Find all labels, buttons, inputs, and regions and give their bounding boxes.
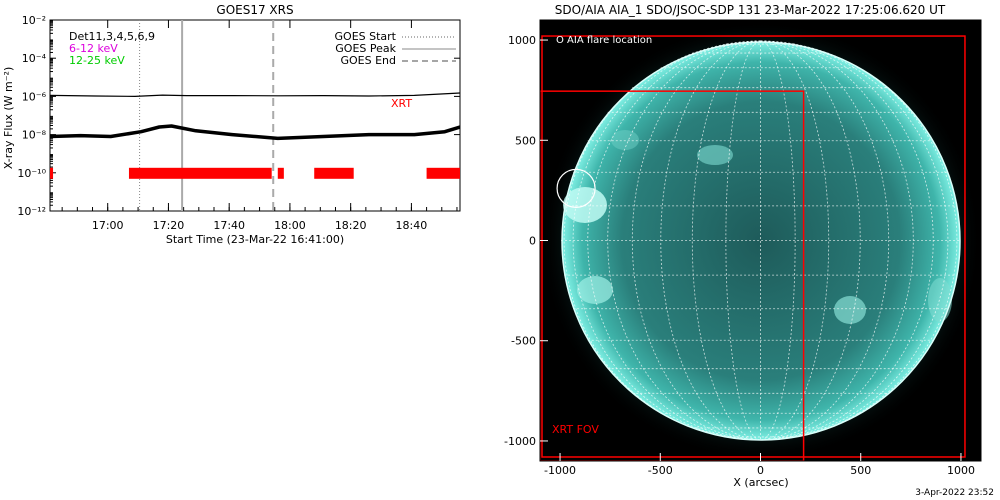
xrt-coverage-bars xyxy=(50,167,460,179)
longitude-line xyxy=(572,40,761,441)
goes-x-tick-label: 17:20 xyxy=(153,219,185,232)
goes-x-tick-label: 18:20 xyxy=(335,219,367,232)
longitude-line xyxy=(631,40,761,441)
goes-y-tick-label: 10⁻⁴ xyxy=(22,52,47,65)
xrt-bar xyxy=(50,167,54,179)
longitude-line xyxy=(760,40,830,441)
aia-y-tick-label: -1000 xyxy=(504,435,536,448)
aia-y-axis: -1000 -500 0 500 1000 xyxy=(504,34,548,448)
xrt-label: XRT xyxy=(391,97,412,110)
longitude-line xyxy=(760,40,861,441)
longitude-line xyxy=(725,40,761,441)
goes-y-axis-label: X-ray Flux (W m⁻²) xyxy=(2,67,15,169)
detectors-label: Det11,3,4,5,6,9 xyxy=(69,30,155,43)
goes-x-tick-label: 18:00 xyxy=(274,219,306,232)
xrt-fov-outer-box xyxy=(541,35,966,458)
aia-legend: O AIA flare location xyxy=(556,35,652,46)
aia-x-axis: -1000 -500 0 500 1000 xyxy=(544,453,975,477)
longitude-line xyxy=(760,40,914,441)
goes-series xyxy=(50,92,460,141)
goes-panel: GOES17 XRS 10⁻¹² 10⁻¹⁰ 10⁻⁸ 10⁻⁶ 10⁻⁴ 10⁻² 17… xyxy=(2,3,461,246)
goes-legend: GOES Start GOES Peak GOES End xyxy=(335,30,456,67)
goes-x-tick-label: 17:40 xyxy=(213,219,245,232)
aia-y-tick-label: -500 xyxy=(511,335,536,348)
flare-location-marker xyxy=(556,168,596,208)
longitude-line xyxy=(760,40,890,441)
goes-y-tick-label: 10⁻¹² xyxy=(17,205,46,218)
aia-x-tick-label: 500 xyxy=(850,464,871,477)
aia-y-tick-label: 500 xyxy=(515,134,536,147)
active-region xyxy=(697,145,733,165)
xrt-fov-label: XRT FOV xyxy=(552,423,599,436)
xrt-bar xyxy=(277,167,284,179)
aia-x-tick-label: -1000 xyxy=(544,464,576,477)
goes-event-markers xyxy=(139,20,275,211)
legend-goes-peak: GOES Peak xyxy=(335,42,396,55)
band-label-low: 6-12 keV xyxy=(69,42,118,55)
goes-x-tick-label: 17:00 xyxy=(92,219,124,232)
longitude-line xyxy=(760,40,949,441)
legend-goes-end: GOES End xyxy=(340,54,396,67)
aia-x-tick-label: 0 xyxy=(757,464,764,477)
goes-x-tick-label: 18:40 xyxy=(396,219,428,232)
goes-y-tick-label: 10⁻⁶ xyxy=(22,90,47,103)
goes-plot-frame xyxy=(49,19,461,212)
aia-x-tick-label: 1000 xyxy=(947,464,975,477)
goes-y-tick-label: 10⁻⁸ xyxy=(22,129,47,142)
goes-x-axis: 17:00 17:20 17:40 18:00 18:20 18:40 xyxy=(61,20,458,232)
longitude-line xyxy=(607,40,761,441)
legend-goes-start: GOES Start xyxy=(335,30,397,43)
goes-y-axis: 10⁻¹² 10⁻¹⁰ 10⁻⁸ 10⁻⁶ 10⁻⁴ 10⁻² xyxy=(17,14,460,218)
footer-date: 3-Apr-2022 23:52 xyxy=(915,488,994,498)
longitude-line xyxy=(660,40,761,441)
sun-limb xyxy=(561,41,961,441)
band-label-high: 12-25 keV xyxy=(69,54,125,67)
longitude-line xyxy=(760,40,934,441)
goes-y-tick-label: 10⁻¹⁰ xyxy=(17,167,46,180)
xrt-bar xyxy=(426,167,460,179)
aia-panel: SDO/AIA AIA_1 SDO/JSOC-SDP 131 23-Mar-20… xyxy=(504,3,982,489)
aia-x-tick-label: -500 xyxy=(648,464,673,477)
aia-y-tick-label: 0 xyxy=(529,235,536,248)
goes-y-tick-label: 10⁻² xyxy=(22,14,46,27)
aia-y-tick-label: 1000 xyxy=(508,34,536,47)
xrt-bar xyxy=(314,167,354,179)
aia-title: SDO/AIA AIA_1 SDO/JSOC-SDP 131 23-Mar-20… xyxy=(555,3,946,17)
active-region xyxy=(928,278,952,322)
aia-x-axis-label: X (arcsec) xyxy=(733,476,788,489)
longitude-line xyxy=(691,40,761,441)
active-region xyxy=(577,276,613,304)
goes-series-short xyxy=(50,124,460,141)
goes-title: GOES17 XRS xyxy=(216,3,293,17)
longitude-line xyxy=(587,40,761,441)
longitude-line xyxy=(760,40,796,441)
xrt-bar xyxy=(128,167,272,179)
goes-series-long xyxy=(50,92,460,97)
active-region xyxy=(611,130,639,150)
active-region xyxy=(834,296,866,324)
goes-x-axis-label: Start Time (23-Mar-22 16:41:00) xyxy=(166,233,344,246)
heliographic-grid xyxy=(561,40,960,441)
